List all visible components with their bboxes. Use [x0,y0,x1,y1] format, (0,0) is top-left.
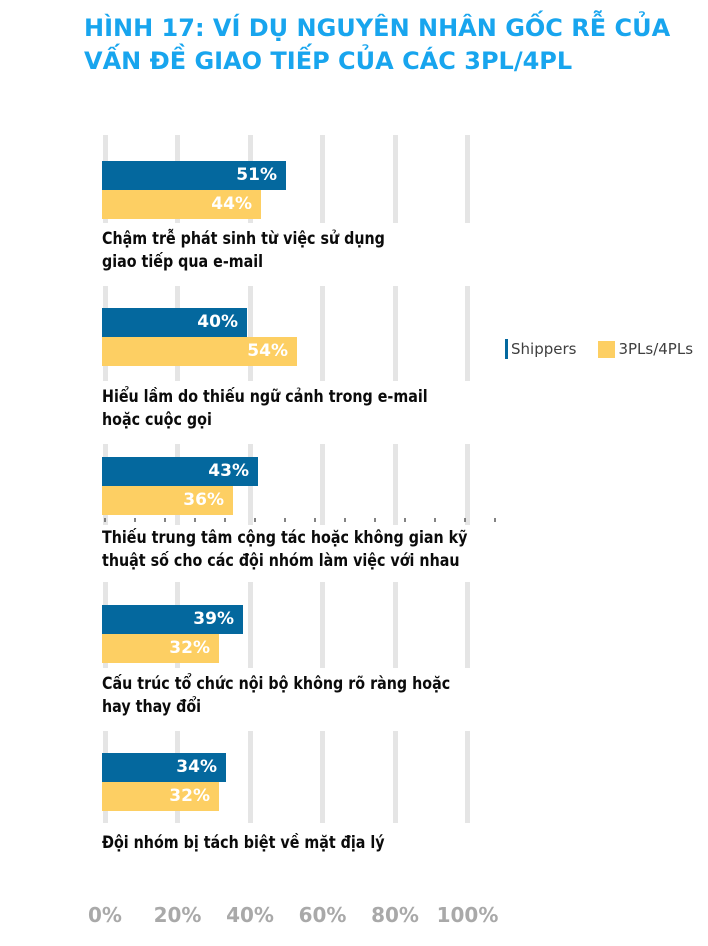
bar-shippers: 43% [102,457,258,486]
bar-3pls-4pls: 36% [102,486,233,515]
legend-marker-shippers [505,339,508,359]
bar-value-label: 34% [176,757,217,777]
axis-tick-label: 40% [226,903,274,927]
bar-shippers: 34% [102,753,226,782]
legend-label: Shippers [511,340,577,358]
category-label-box: Hiểu lầm do thiếu ngữ cảnh trong e-mail … [102,381,474,444]
bar-value-label: 44% [211,194,252,214]
axis-tick-label: 0% [88,903,122,927]
category-label-box: Chậm trễ phát sinh từ việc sử dụng giao … [102,223,474,286]
category-label: Cấu trúc tổ chức nội bộ không rõ ràng ho… [102,674,451,717]
legend-item: Shippers [505,339,576,359]
bar-value-label: 32% [169,786,210,806]
gridline [320,135,325,857]
bar-value-label: 43% [208,461,249,481]
gridline [465,135,470,857]
bar-3pls-4pls: 44% [102,190,261,219]
legend-item: 3PLs/4PLs [598,340,693,358]
gridline [392,135,398,857]
chart-plot-area: 51% 44% Chậm trễ phát sinh từ việc sử dụng… [88,135,522,940]
legend-marker-3pls-4pls [598,340,616,358]
category-label-box: Cấu trúc tổ chức nội bộ không rõ ràng ho… [102,668,474,731]
bar-3pls-4pls: 32% [102,782,219,811]
category-label: Hiểu lầm do thiếu ngữ cảnh trong e-mail … [102,387,428,430]
bar-value-label: 40% [197,312,238,332]
axis-tick-label: 80% [371,903,419,927]
legend-label: 3PLs/4PLs [618,340,694,358]
chart-legend: Shippers 3PLs/4PLs [505,339,693,359]
bar-value-label: 39% [193,609,234,629]
bar-shippers: 51% [102,161,286,190]
gridline [247,135,253,857]
axis-tick-label: 20% [153,903,202,927]
category-label: Chậm trễ phát sinh từ việc sử dụng giao … [102,229,385,272]
bar-value-label: 51% [236,165,277,185]
category-label: Đội nhóm bị tách biệt về mặt địa lý [102,833,385,853]
bar-3pls-4pls: 54% [102,337,297,366]
bar-value-label: 54% [247,341,288,361]
bar-shippers: 39% [102,605,243,634]
category-label-box: Đội nhóm bị tách biệt về mặt địa lý [102,823,474,867]
axis-tick-label: 100% [436,903,499,927]
bar-shippers: 40% [102,308,247,337]
figure-title: HÌNH 17: VÍ DỤ NGUYÊN NHÂN GỐC RỄ CỦA VẤ… [84,14,671,75]
axis-tick-label: 60% [298,903,347,927]
clipped-text-artifact [104,518,522,522]
bar-value-label: 32% [169,638,210,658]
category-label: Thiếu trung tâm cộng tác hoặc không gian… [102,528,468,571]
bar-3pls-4pls: 32% [102,634,219,663]
category-label-box: Thiếu trung tâm cộng tác hoặc không gian… [102,525,474,582]
bar-value-label: 36% [183,490,224,510]
